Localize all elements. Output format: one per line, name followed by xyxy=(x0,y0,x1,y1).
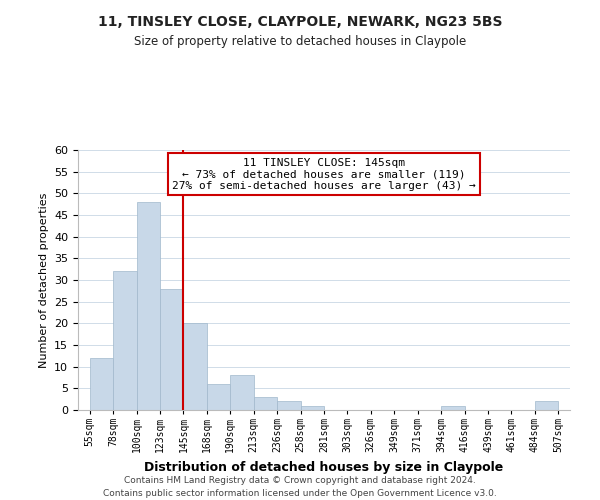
Bar xyxy=(113,272,137,410)
Bar xyxy=(160,288,184,410)
Text: Contains HM Land Registry data © Crown copyright and database right 2024.
Contai: Contains HM Land Registry data © Crown c… xyxy=(103,476,497,498)
Bar xyxy=(184,324,207,410)
Bar xyxy=(277,402,301,410)
Text: Size of property relative to detached houses in Claypole: Size of property relative to detached ho… xyxy=(134,35,466,48)
Bar xyxy=(90,358,113,410)
Bar xyxy=(230,376,254,410)
Y-axis label: Number of detached properties: Number of detached properties xyxy=(38,192,49,368)
Bar xyxy=(207,384,230,410)
Bar xyxy=(301,406,324,410)
Text: 11, TINSLEY CLOSE, CLAYPOLE, NEWARK, NG23 5BS: 11, TINSLEY CLOSE, CLAYPOLE, NEWARK, NG2… xyxy=(98,15,502,29)
Bar xyxy=(254,397,277,410)
Bar xyxy=(137,202,160,410)
X-axis label: Distribution of detached houses by size in Claypole: Distribution of detached houses by size … xyxy=(145,460,503,473)
Bar xyxy=(441,406,464,410)
Text: 11 TINSLEY CLOSE: 145sqm
← 73% of detached houses are smaller (119)
27% of semi-: 11 TINSLEY CLOSE: 145sqm ← 73% of detach… xyxy=(172,158,476,191)
Bar xyxy=(535,402,558,410)
